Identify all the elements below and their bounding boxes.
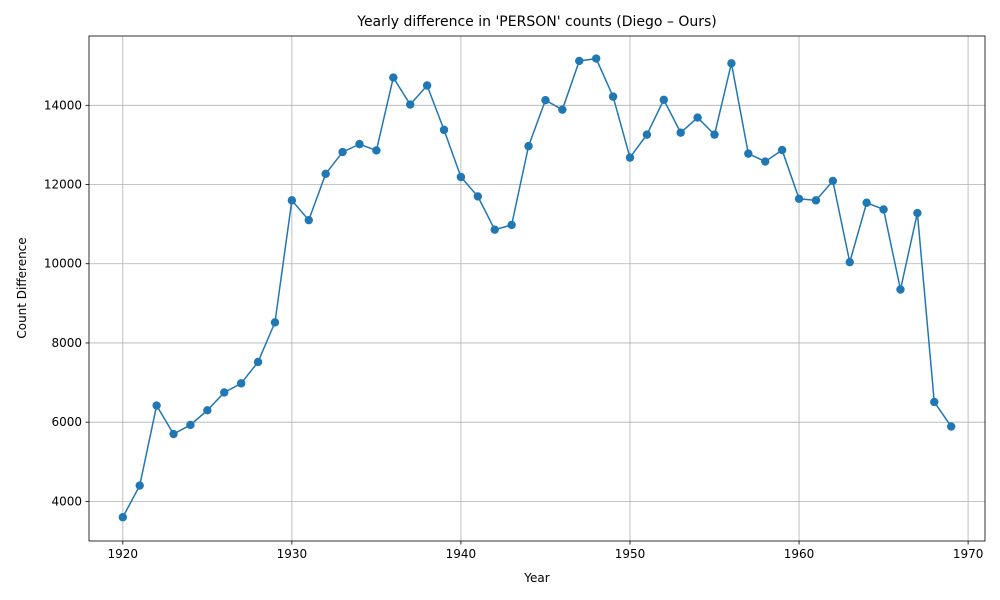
data-point xyxy=(389,73,398,82)
data-point xyxy=(118,513,128,522)
data-point xyxy=(642,130,652,139)
data-point xyxy=(456,172,466,182)
data-point xyxy=(862,198,871,207)
x-tick-label: 1920 xyxy=(108,547,139,561)
data-point xyxy=(422,81,432,90)
y-tick-label: 6000 xyxy=(51,415,82,429)
data-point xyxy=(203,406,212,415)
data-point xyxy=(541,95,550,105)
y-tick-label: 8000 xyxy=(51,336,82,350)
data-point xyxy=(608,92,618,101)
data-point xyxy=(828,176,838,186)
data-point xyxy=(946,422,956,431)
ticks: 1920 1930 1940 1950 1960 1970 4000 6000 8000 1000… xyxy=(44,98,984,561)
data-point xyxy=(186,420,195,430)
y-tick-label: 4000 xyxy=(51,494,82,508)
y-tick-label: 10000 xyxy=(44,257,82,271)
data-point xyxy=(710,130,719,139)
data-point xyxy=(676,128,685,137)
y-tick-label: 12000 xyxy=(44,178,82,192)
data-point xyxy=(372,146,381,155)
data-point xyxy=(152,401,161,410)
x-tick-label: 1950 xyxy=(615,547,646,561)
data-point xyxy=(338,147,347,157)
data-point xyxy=(727,59,736,68)
data-point xyxy=(896,285,905,294)
data-point xyxy=(507,220,516,230)
data-point xyxy=(406,100,415,109)
x-tick-label: 1960 xyxy=(784,547,815,561)
data-point xyxy=(744,149,753,158)
data-point xyxy=(693,113,702,122)
chart-title: Yearly difference in 'PERSON' counts (Di… xyxy=(356,14,717,30)
data-point xyxy=(236,379,246,388)
series-line xyxy=(122,57,952,518)
data-point xyxy=(439,125,449,135)
data-point xyxy=(490,225,499,234)
data-point xyxy=(591,54,601,63)
data-point xyxy=(777,145,787,155)
data-point xyxy=(845,257,854,267)
x-tick-label: 1970 xyxy=(953,547,984,561)
data-point xyxy=(558,105,567,114)
x-tick-label: 1930 xyxy=(277,547,308,561)
data-point xyxy=(270,318,280,327)
data-point xyxy=(761,157,770,166)
data-point xyxy=(524,141,533,151)
data-point xyxy=(794,194,804,203)
data-point xyxy=(304,215,313,225)
data-point xyxy=(913,208,922,218)
x-tick-label: 1940 xyxy=(446,547,477,561)
series-layer xyxy=(118,54,956,522)
data-point xyxy=(811,196,821,205)
data-point xyxy=(135,481,144,490)
data-point xyxy=(169,429,178,439)
data-point xyxy=(253,357,263,367)
data-point xyxy=(930,397,939,407)
data-point xyxy=(355,139,364,149)
data-point xyxy=(625,153,635,162)
data-point xyxy=(575,56,584,66)
data-point xyxy=(659,95,668,104)
plot-frame xyxy=(88,35,986,542)
data-point xyxy=(287,196,297,205)
data-point xyxy=(220,388,229,397)
y-tick-label: 14000 xyxy=(44,98,82,112)
grid xyxy=(89,36,985,541)
data-point xyxy=(473,192,483,201)
x-axis-title: Year xyxy=(523,571,549,585)
y-axis-title: Count Difference xyxy=(15,237,29,338)
data-point xyxy=(879,205,888,214)
data-point xyxy=(321,169,330,179)
